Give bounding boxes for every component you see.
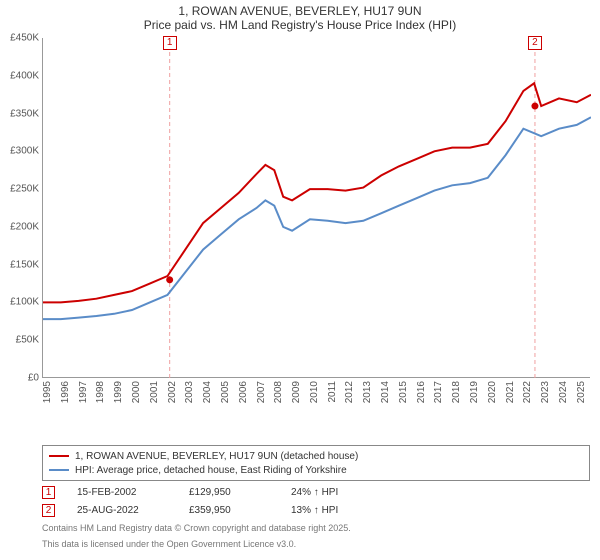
- series-line: [43, 117, 591, 319]
- x-axis-tick: 2024: [558, 381, 569, 403]
- marker-id-box: 2: [42, 504, 55, 517]
- y-axis-tick: £300K: [10, 146, 39, 157]
- y-axis-tick: £400K: [10, 70, 39, 81]
- x-axis-tick: 2020: [487, 381, 498, 403]
- x-axis-tick: 2001: [149, 381, 160, 403]
- marker-point: [166, 276, 173, 283]
- x-axis-tick: 2007: [256, 381, 267, 403]
- y-axis-tick: £100K: [10, 297, 39, 308]
- chart-area: 12 £0£50K£100K£150K£200K£250K£300K£350K£…: [42, 38, 590, 403]
- chart-svg: [43, 38, 591, 378]
- x-axis-tick: 2008: [273, 381, 284, 403]
- legend: 1, ROWAN AVENUE, BEVERLEY, HU17 9UN (det…: [42, 445, 590, 481]
- chart-container: 1, ROWAN AVENUE, BEVERLEY, HU17 9UN Pric…: [0, 0, 600, 560]
- x-axis-tick: 2022: [522, 381, 533, 403]
- footer-row: 1 15-FEB-2002 £129,950 24% ↑ HPI: [42, 483, 590, 501]
- marker-price: £359,950: [189, 505, 269, 516]
- title-block: 1, ROWAN AVENUE, BEVERLEY, HU17 9UN Pric…: [0, 0, 600, 34]
- x-axis-tick: 2016: [416, 381, 427, 403]
- x-axis-tick: 2000: [131, 381, 142, 403]
- x-axis-tick: 2023: [540, 381, 551, 403]
- footer-row: 2 25-AUG-2022 £359,950 13% ↑ HPI: [42, 501, 590, 519]
- marker-id-box: 1: [42, 486, 55, 499]
- legend-label-series2: HPI: Average price, detached house, East…: [75, 465, 347, 476]
- x-axis-tick: 1999: [113, 381, 124, 403]
- x-axis-tick: 2002: [167, 381, 178, 403]
- x-axis-tick: 2003: [184, 381, 195, 403]
- x-axis-tick: 2025: [576, 381, 587, 403]
- y-axis-tick: £150K: [10, 259, 39, 270]
- footnote-line2: This data is licensed under the Open Gov…: [42, 539, 590, 551]
- marker-date: 25-AUG-2022: [77, 505, 167, 516]
- x-axis-tick: 1996: [60, 381, 71, 403]
- x-axis-tick: 2018: [451, 381, 462, 403]
- x-axis-tick: 1995: [42, 381, 53, 403]
- series-line: [43, 83, 591, 302]
- x-axis-tick: 1997: [78, 381, 89, 403]
- x-axis-tick: 2012: [344, 381, 355, 403]
- marker-box: 2: [528, 36, 542, 50]
- x-axis-tick: 2010: [309, 381, 320, 403]
- marker-delta: 24% ↑ HPI: [291, 487, 338, 498]
- x-axis-tick: 2011: [327, 381, 338, 403]
- legend-label-series1: 1, ROWAN AVENUE, BEVERLEY, HU17 9UN (det…: [75, 451, 358, 462]
- y-axis-tick: £0: [28, 373, 39, 384]
- x-axis-tick: 2015: [398, 381, 409, 403]
- legend-swatch-series1: [49, 455, 69, 457]
- y-axis-tick: £350K: [10, 108, 39, 119]
- footer: 1 15-FEB-2002 £129,950 24% ↑ HPI 2 25-AU…: [42, 483, 590, 550]
- y-axis-tick: £50K: [16, 335, 39, 346]
- marker-delta: 13% ↑ HPI: [291, 505, 338, 516]
- x-axis-tick: 2021: [505, 381, 516, 403]
- x-axis-tick: 1998: [95, 381, 106, 403]
- y-axis-tick: £200K: [10, 221, 39, 232]
- marker-box: 1: [163, 36, 177, 50]
- y-axis-tick: £450K: [10, 33, 39, 44]
- title-line1: 1, ROWAN AVENUE, BEVERLEY, HU17 9UN: [0, 4, 600, 18]
- x-axis-tick: 2009: [291, 381, 302, 403]
- title-line2: Price paid vs. HM Land Registry's House …: [0, 18, 600, 32]
- legend-swatch-series2: [49, 469, 69, 471]
- marker-price: £129,950: [189, 487, 269, 498]
- marker-date: 15-FEB-2002: [77, 487, 167, 498]
- x-axis-tick: 2013: [362, 381, 373, 403]
- x-axis-tick: 2006: [238, 381, 249, 403]
- legend-row: 1, ROWAN AVENUE, BEVERLEY, HU17 9UN (det…: [49, 449, 583, 463]
- y-axis-tick: £250K: [10, 184, 39, 195]
- x-axis-tick: 2005: [220, 381, 231, 403]
- legend-row: HPI: Average price, detached house, East…: [49, 463, 583, 477]
- footnote-line1: Contains HM Land Registry data © Crown c…: [42, 523, 590, 535]
- plot-area: 12: [42, 38, 590, 378]
- x-axis-tick: 2004: [202, 381, 213, 403]
- x-axis-tick: 2017: [433, 381, 444, 403]
- x-axis-tick: 2014: [380, 381, 391, 403]
- marker-point: [531, 103, 538, 110]
- x-axis-tick: 2019: [469, 381, 480, 403]
